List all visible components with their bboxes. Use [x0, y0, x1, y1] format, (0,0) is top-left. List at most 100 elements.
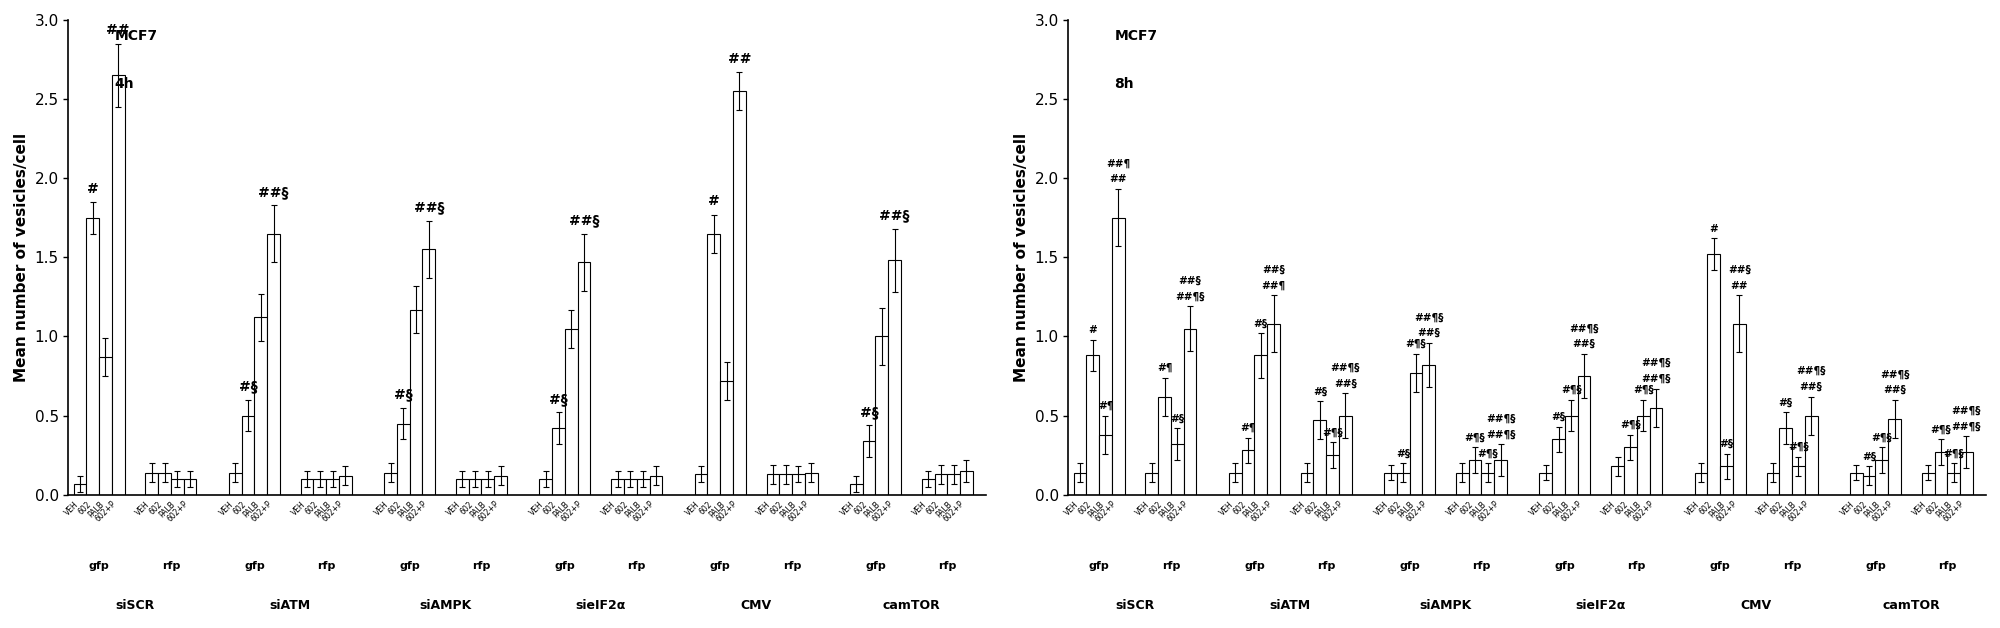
- Text: 602: 602: [852, 499, 870, 516]
- Text: #¶: #¶: [1098, 401, 1114, 411]
- Text: ##§: ##§: [1334, 379, 1356, 389]
- Text: ##§: ##§: [1728, 265, 1750, 274]
- Bar: [1112, 218, 1124, 495]
- Text: 602+P: 602+P: [404, 499, 428, 524]
- Bar: [1804, 416, 1818, 495]
- Bar: [410, 310, 422, 495]
- Text: ##§: ##§: [1884, 385, 1906, 395]
- Text: VEH: VEH: [1374, 499, 1390, 517]
- Text: #¶§: #¶§: [1406, 339, 1426, 349]
- Text: rfp: rfp: [1938, 561, 1956, 571]
- Text: 602: 602: [1924, 499, 1940, 516]
- Bar: [934, 474, 948, 495]
- Text: ##§: ##§: [1418, 328, 1440, 338]
- Text: 602: 602: [1386, 499, 1404, 516]
- Bar: [1934, 452, 1948, 495]
- Text: 602: 602: [148, 499, 164, 516]
- Bar: [1960, 452, 1972, 495]
- Bar: [792, 474, 804, 495]
- Text: #¶§: #¶§: [1632, 385, 1654, 395]
- Bar: [720, 381, 732, 495]
- Text: siATM: siATM: [270, 599, 310, 612]
- Text: ##¶§: ##¶§: [1952, 421, 1982, 431]
- Bar: [314, 479, 326, 495]
- Bar: [578, 262, 590, 495]
- Text: PALB: PALB: [1468, 499, 1488, 519]
- Text: ##¶§: ##¶§: [1796, 366, 1826, 376]
- Text: 602+P: 602+P: [786, 499, 812, 524]
- Bar: [456, 479, 468, 495]
- Text: 602: 602: [1770, 499, 1786, 516]
- Text: PALB: PALB: [468, 499, 488, 519]
- Text: gfp: gfp: [1400, 561, 1420, 571]
- Text: PALB: PALB: [1312, 499, 1332, 519]
- Bar: [1100, 435, 1112, 495]
- Text: sieIF2α: sieIF2α: [1576, 599, 1626, 612]
- Bar: [422, 249, 436, 495]
- Bar: [1540, 472, 1552, 495]
- Text: 602: 602: [76, 499, 92, 516]
- Bar: [1624, 447, 1636, 495]
- Text: 602+P: 602+P: [870, 499, 894, 524]
- Text: gfp: gfp: [554, 561, 576, 571]
- Text: 602+P: 602+P: [1714, 499, 1740, 524]
- Text: PALB: PALB: [1778, 499, 1798, 519]
- Text: VEH: VEH: [444, 499, 462, 517]
- Text: #¶§: #¶§: [1788, 442, 1808, 452]
- Text: ##§: ##§: [880, 208, 910, 222]
- Text: PALB: PALB: [1158, 499, 1178, 519]
- Y-axis label: Mean number of vesicles/cell: Mean number of vesicles/cell: [1014, 133, 1028, 382]
- Bar: [1694, 472, 1708, 495]
- Text: gfp: gfp: [1244, 561, 1264, 571]
- Bar: [1086, 355, 1100, 495]
- Text: camTOR: camTOR: [1882, 599, 1940, 612]
- Bar: [482, 479, 494, 495]
- Text: 602: 602: [232, 499, 248, 516]
- Text: gfp: gfp: [710, 561, 730, 571]
- Text: VEH: VEH: [838, 499, 856, 517]
- Text: 602+P: 602+P: [1786, 499, 1812, 524]
- Text: #§: #§: [860, 405, 878, 419]
- Text: VEH: VEH: [290, 499, 308, 517]
- Text: PALB: PALB: [1552, 499, 1572, 519]
- Bar: [1422, 365, 1436, 495]
- Bar: [624, 479, 636, 495]
- Bar: [74, 484, 86, 495]
- Text: 602+P: 602+P: [1320, 499, 1346, 524]
- Text: PALB: PALB: [1624, 499, 1644, 519]
- Bar: [850, 484, 862, 495]
- Text: ##¶§: ##¶§: [1414, 312, 1444, 322]
- Text: gfp: gfp: [1088, 561, 1110, 571]
- Text: ##¶§: ##¶§: [1486, 413, 1516, 423]
- Text: 602: 602: [304, 499, 320, 516]
- Text: #¶§: #¶§: [1872, 433, 1892, 443]
- Bar: [1888, 419, 1900, 495]
- Bar: [804, 472, 818, 495]
- Text: 602+P: 602+P: [166, 499, 190, 524]
- Bar: [1170, 444, 1184, 495]
- Text: PALB: PALB: [158, 499, 178, 519]
- Text: ##¶§: ##¶§: [1880, 369, 1910, 379]
- Text: VEH: VEH: [1290, 499, 1308, 517]
- Bar: [170, 479, 184, 495]
- Text: ##: ##: [1730, 281, 1748, 291]
- Text: PALB: PALB: [778, 499, 798, 519]
- Text: gfp: gfp: [244, 561, 264, 571]
- Bar: [268, 234, 280, 495]
- Bar: [1482, 472, 1494, 495]
- Text: ##§: ##§: [1262, 265, 1284, 274]
- Text: MCF7: MCF7: [1114, 30, 1158, 43]
- Text: VEH: VEH: [1218, 499, 1236, 517]
- Text: 602+P: 602+P: [632, 499, 656, 524]
- Text: #§: #§: [1312, 387, 1326, 397]
- Text: VEH: VEH: [1444, 499, 1462, 517]
- Text: PALB: PALB: [242, 499, 260, 519]
- Text: #§: #§: [238, 379, 258, 393]
- Text: VEH: VEH: [1528, 499, 1546, 517]
- Text: rfp: rfp: [318, 561, 336, 571]
- Text: gfp: gfp: [866, 561, 886, 571]
- Text: 602: 602: [924, 499, 940, 516]
- Text: rfp: rfp: [1782, 561, 1802, 571]
- Text: 602+P: 602+P: [1166, 499, 1190, 524]
- Bar: [1384, 472, 1396, 495]
